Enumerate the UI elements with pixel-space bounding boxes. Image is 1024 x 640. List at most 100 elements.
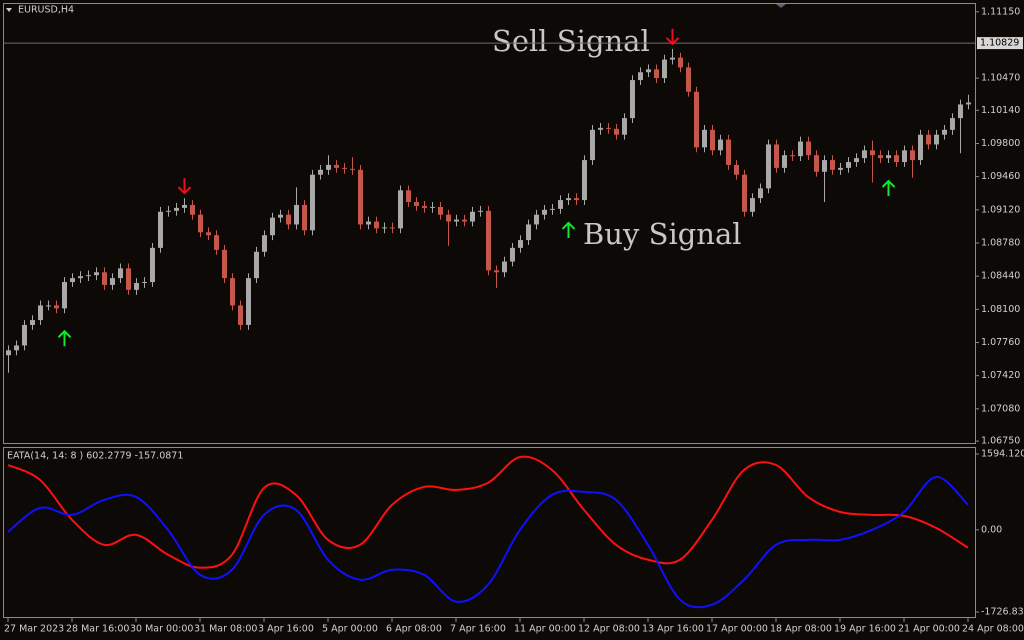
candle-body [822, 160, 827, 172]
candle-body [14, 345, 19, 351]
candle-body [806, 141, 811, 156]
y-tick-label: 1594.1204 [981, 448, 1024, 459]
candle-body [22, 324, 27, 346]
x-tick-label: 17 Apr 00:00 [706, 624, 768, 635]
candle-body [702, 129, 707, 148]
candle-body [798, 141, 803, 157]
candle-body [126, 268, 131, 290]
buy-arrow [881, 179, 896, 196]
candle-body [302, 204, 307, 231]
candle-body [158, 211, 163, 248]
sell-arrow [665, 28, 680, 46]
candle-body [670, 57, 675, 60]
y-tick-label: 1.09460 [981, 171, 1020, 182]
candle-body [94, 272, 99, 276]
candle-body [150, 247, 155, 283]
y-tick-label: 1.07080 [981, 403, 1020, 414]
x-tick-label: 21 Apr 00:00 [898, 624, 960, 635]
candle-body [246, 278, 251, 325]
candle-body [414, 202, 419, 206]
candle-body [118, 268, 123, 279]
candle-body [270, 217, 275, 236]
candle-body [102, 272, 107, 285]
candle-body [206, 232, 211, 236]
symbol-title: EURUSD,H4 [18, 5, 74, 16]
candle-body [534, 214, 539, 225]
candle-body [478, 210, 483, 212]
candle-body [790, 155, 795, 157]
candle-body [598, 127, 603, 130]
price-panel [3, 3, 976, 444]
candle-body [110, 278, 115, 285]
candle-body [846, 162, 851, 168]
candle-body [350, 168, 355, 170]
candle-body [542, 209, 547, 215]
candle-body [454, 219, 459, 222]
candle-body [470, 211, 475, 222]
candle-body [718, 139, 723, 151]
candle-body [566, 198, 571, 201]
x-tick-label: 31 Mar 08:00 [194, 624, 257, 635]
candle-body [630, 80, 635, 119]
y-tick-label: 1.08100 [981, 304, 1020, 315]
candle-body [638, 72, 643, 81]
candle-body [958, 104, 963, 119]
candle-body [190, 204, 195, 215]
candle-body [918, 134, 923, 161]
candle-body [654, 69, 659, 79]
candle-body [78, 276, 83, 279]
x-tick-label: 13 Apr 16:00 [642, 624, 704, 635]
candle-body [910, 150, 915, 161]
y-tick-label: 1.06750 [981, 436, 1020, 447]
candle-body [374, 221, 379, 229]
y-tick-label: 1.09120 [981, 204, 1020, 215]
candle-body [254, 251, 259, 279]
candle-body [870, 150, 875, 156]
indicator-line [7, 455, 969, 569]
candle-body [462, 219, 467, 222]
indicator-line [7, 475, 969, 609]
candle-body [902, 150, 907, 163]
y-tick-label: -1726.834 [981, 606, 1024, 617]
candle-body [174, 207, 179, 211]
candle-body [894, 155, 899, 163]
candle-body [494, 270, 499, 273]
x-tick-label: 3 Apr 16:00 [258, 624, 314, 635]
candle-body [222, 249, 227, 279]
x-tick-label: 12 Apr 08:00 [578, 624, 640, 635]
candle-body [502, 261, 507, 273]
candle-body [750, 198, 755, 212]
candle-body [950, 118, 955, 130]
indicator-panel [3, 447, 976, 618]
candle-body [622, 118, 627, 135]
candle-body [382, 227, 387, 229]
sell-arrow [177, 178, 192, 195]
candle-body [6, 350, 11, 356]
y-tick-label: 0.00 [981, 524, 1002, 535]
menu-icon [6, 8, 12, 12]
candle-body [182, 204, 187, 208]
buy-arrow [57, 329, 72, 347]
candle-body [262, 235, 267, 252]
candle-body [694, 91, 699, 148]
x-tick-label: 5 Apr 00:00 [322, 624, 378, 635]
candle-body [422, 205, 427, 208]
candle-body [286, 214, 291, 225]
candle-body [550, 208, 555, 210]
candle-body [558, 200, 563, 209]
candle-body [710, 129, 715, 151]
y-tick-label: 1.10140 [981, 105, 1020, 116]
candle-body [766, 144, 771, 189]
candle-body [62, 282, 67, 309]
candle-body [878, 155, 883, 159]
candle-body [318, 169, 323, 175]
candle-body [726, 139, 731, 165]
x-tick-label: 19 Apr 16:00 [834, 624, 896, 635]
sell-annotation: Sell Signal [492, 24, 650, 58]
y-tick-label: 1.08440 [981, 271, 1020, 282]
candle-body [54, 305, 59, 309]
y-tick-label: 1.08780 [981, 238, 1020, 249]
buy-arrow [561, 221, 576, 238]
candle-body [678, 57, 683, 68]
candle-body [342, 167, 347, 169]
